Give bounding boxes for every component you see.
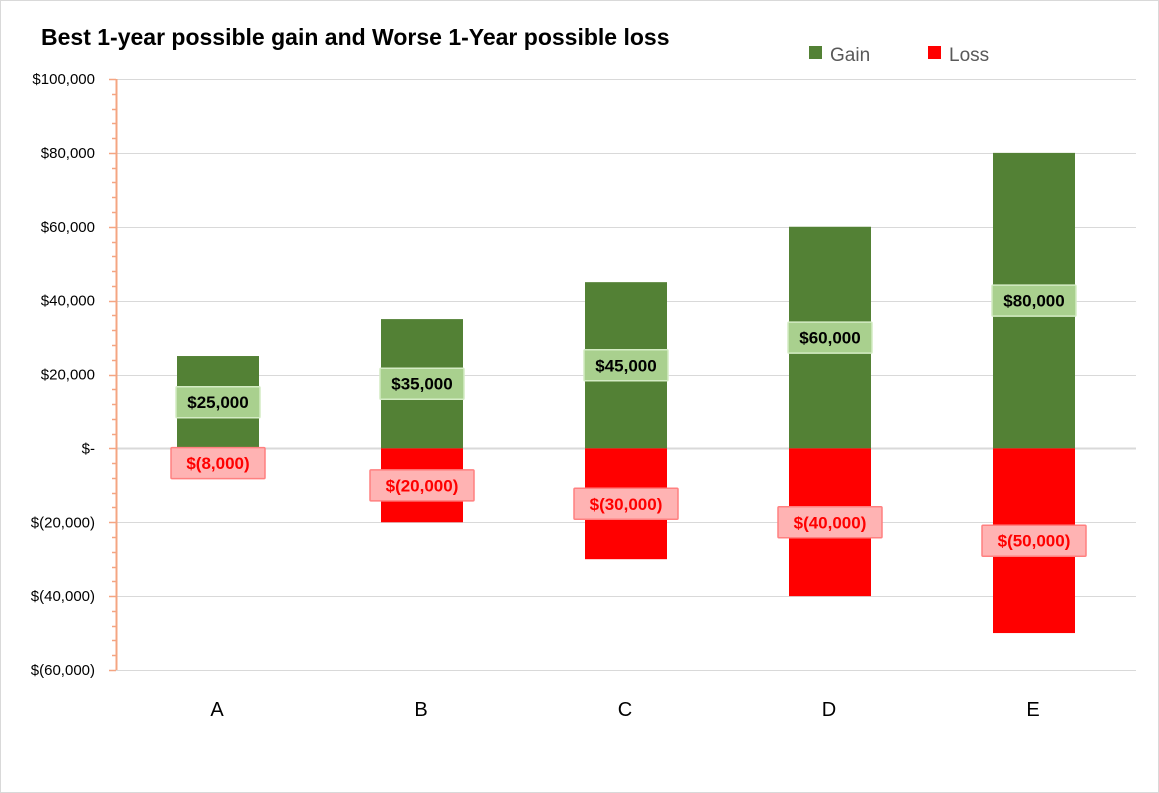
x-tick-label: A: [210, 699, 224, 721]
y-tick-label: $40,000: [41, 293, 95, 310]
data-label-text: $(40,000): [794, 513, 867, 532]
data-label-gain-b: $35,000: [379, 367, 465, 400]
data-label-box: [777, 506, 883, 539]
bars: [177, 152, 1075, 634]
y-tick-label: $(40,000): [31, 588, 95, 605]
data-label-box: [583, 349, 669, 382]
y-tick-label: $80,000: [41, 145, 95, 162]
legend-item-gain: Gain: [809, 45, 870, 66]
y-tick-label: $100,000: [32, 71, 95, 88]
data-label-box: [787, 321, 873, 354]
data-label-gain-e: $80,000: [991, 284, 1077, 317]
data-label-box: [369, 469, 475, 502]
y-tick-labels: $100,000 $80,000 $60,000 $40,000 $20,000 $- $(…: [31, 71, 95, 679]
y-tick-label: $-: [82, 440, 95, 457]
y-tick-label: $60,000: [41, 219, 95, 236]
legend-label-loss: Loss: [949, 45, 989, 66]
data-label-text: $(50,000): [998, 532, 1071, 551]
data-label-loss-c: $(30,000): [573, 487, 679, 521]
data-label-gain-c: $45,000: [583, 349, 669, 382]
x-tick-labels: A B C D E: [210, 699, 1039, 721]
data-label-text: $45,000: [595, 356, 656, 375]
data-label-loss-b: $(20,000): [369, 469, 475, 502]
data-label-box: [379, 367, 465, 400]
x-tick-label: D: [822, 699, 836, 721]
legend: Gain Loss: [809, 45, 989, 66]
data-label-box: [981, 524, 1087, 557]
data-label-box: [573, 487, 679, 521]
legend-swatch-gain: [809, 46, 822, 59]
data-label-text: $35,000: [391, 375, 452, 394]
data-label-text: $(30,000): [590, 495, 663, 514]
data-label-gain-a: $25,000: [175, 385, 261, 419]
y-tick-label: $(60,000): [31, 662, 95, 679]
chart-title: Best 1-year possible gain and Worse 1-Ye…: [41, 24, 669, 50]
y-axis: [109, 78, 118, 672]
y-tick-label: $(20,000): [31, 514, 95, 531]
data-label-text: $80,000: [1003, 292, 1064, 311]
data-label-text: $60,000: [799, 329, 860, 348]
data-label-gain-d: $60,000: [787, 321, 873, 354]
x-tick-label: E: [1026, 699, 1039, 721]
data-label-text: $(20,000): [386, 476, 459, 495]
x-tick-label: C: [618, 699, 632, 721]
data-label-text: $(8,000): [186, 454, 249, 473]
data-label-loss-d: $(40,000): [777, 506, 883, 539]
data-label-text: $25,000: [187, 393, 248, 412]
legend-item-loss: Loss: [928, 45, 989, 66]
x-tick-label: B: [414, 699, 427, 721]
data-label-loss-a: $(8,000): [170, 446, 266, 480]
data-label-box: [170, 446, 266, 480]
legend-label-gain: Gain: [830, 45, 870, 66]
data-label-loss-e: $(50,000): [981, 524, 1087, 557]
data-labels: $25,000 $35,000 $45,000 $60,000 $80,000 $(8,0…: [170, 284, 1087, 557]
data-label-box: [175, 385, 261, 419]
y-tick-label: $20,000: [41, 367, 95, 384]
data-label-box: [991, 284, 1077, 317]
legend-swatch-loss: [928, 46, 941, 59]
